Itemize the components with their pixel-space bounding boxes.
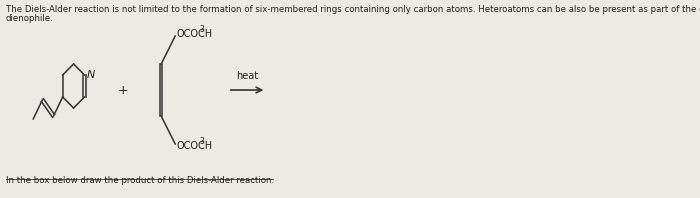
Text: dienophile.: dienophile. <box>6 14 53 23</box>
Text: N: N <box>87 70 95 80</box>
Text: The Diels-Alder reaction is not limited to the formation of six-membered rings c: The Diels-Alder reaction is not limited … <box>6 5 700 14</box>
Text: OCOCH: OCOCH <box>176 141 213 151</box>
Text: +: + <box>118 84 128 96</box>
Text: 3: 3 <box>199 25 204 34</box>
Text: 3: 3 <box>199 137 204 146</box>
Text: OCOCH: OCOCH <box>176 29 213 39</box>
Text: In the box below draw the product of this Diels-Alder reaction.: In the box below draw the product of thi… <box>6 176 274 185</box>
Text: heat: heat <box>236 71 258 81</box>
